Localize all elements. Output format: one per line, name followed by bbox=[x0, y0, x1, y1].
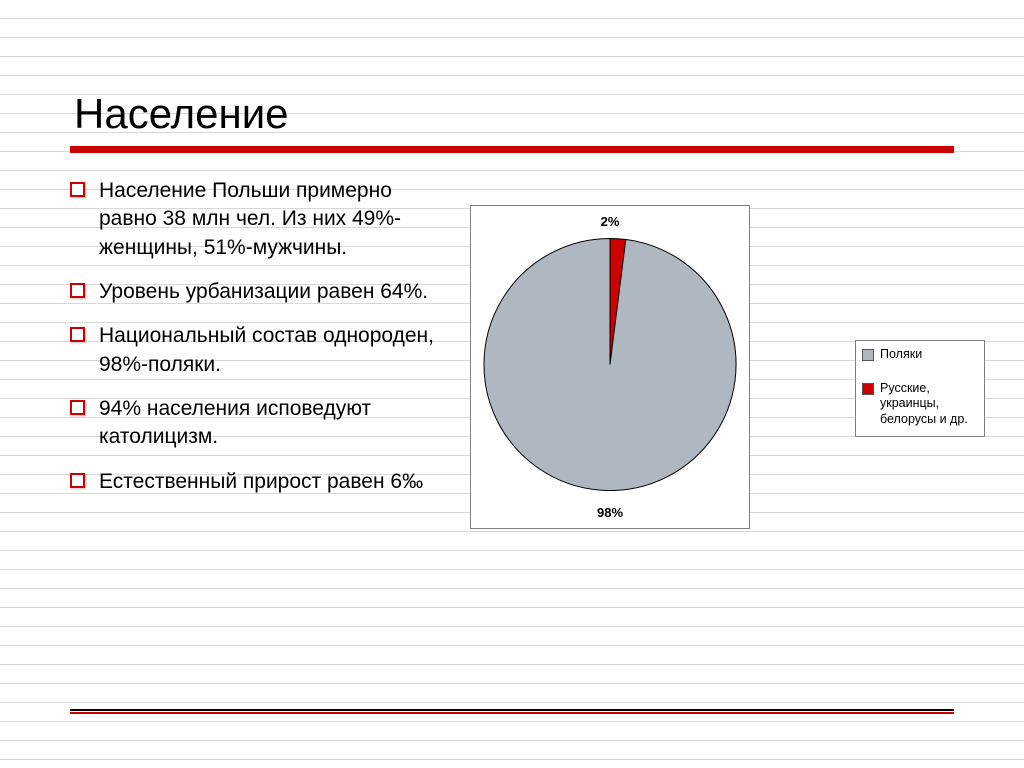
chart-area: 2% 98% bbox=[470, 205, 750, 529]
bullet-text: Естественный прирост равен 6‰ bbox=[99, 468, 423, 496]
bullet-text: 94% населения исповедуют католицизм. bbox=[99, 395, 450, 452]
list-item: 94% населения исповедуют католицизм. bbox=[70, 395, 450, 452]
slide: Население Население Польши примерно равн… bbox=[0, 0, 1024, 768]
list-item: Национальный состав однороден, 98%-поляк… bbox=[70, 322, 450, 379]
list-item: Уровень урбанизации равен 64%. bbox=[70, 278, 450, 306]
list-item: Население Польши примерно равно 38 млн ч… bbox=[70, 177, 450, 262]
bullet-text: Население Польши примерно равно 38 млн ч… bbox=[99, 177, 450, 262]
bullet-list: Население Польши примерно равно 38 млн ч… bbox=[70, 177, 450, 529]
pie-chart-box: 2% 98% bbox=[470, 205, 750, 529]
slide-title: Население bbox=[70, 90, 954, 138]
content-row: Население Польши примерно равно 38 млн ч… bbox=[70, 177, 954, 529]
square-bullet-icon bbox=[70, 182, 85, 197]
square-bullet-icon bbox=[70, 327, 85, 342]
pie-value-label-small: 2% bbox=[601, 214, 620, 229]
pie-value-label-large: 98% bbox=[597, 505, 623, 520]
square-bullet-icon bbox=[70, 400, 85, 415]
title-underline bbox=[70, 146, 954, 153]
square-bullet-icon bbox=[70, 283, 85, 298]
bullet-text: Национальный состав однороден, 98%-поляк… bbox=[99, 322, 450, 379]
list-item: Естественный прирост равен 6‰ bbox=[70, 468, 450, 496]
square-bullet-icon bbox=[70, 473, 85, 488]
pie-chart bbox=[482, 237, 738, 498]
bullet-text: Уровень урбанизации равен 64%. bbox=[99, 278, 428, 306]
